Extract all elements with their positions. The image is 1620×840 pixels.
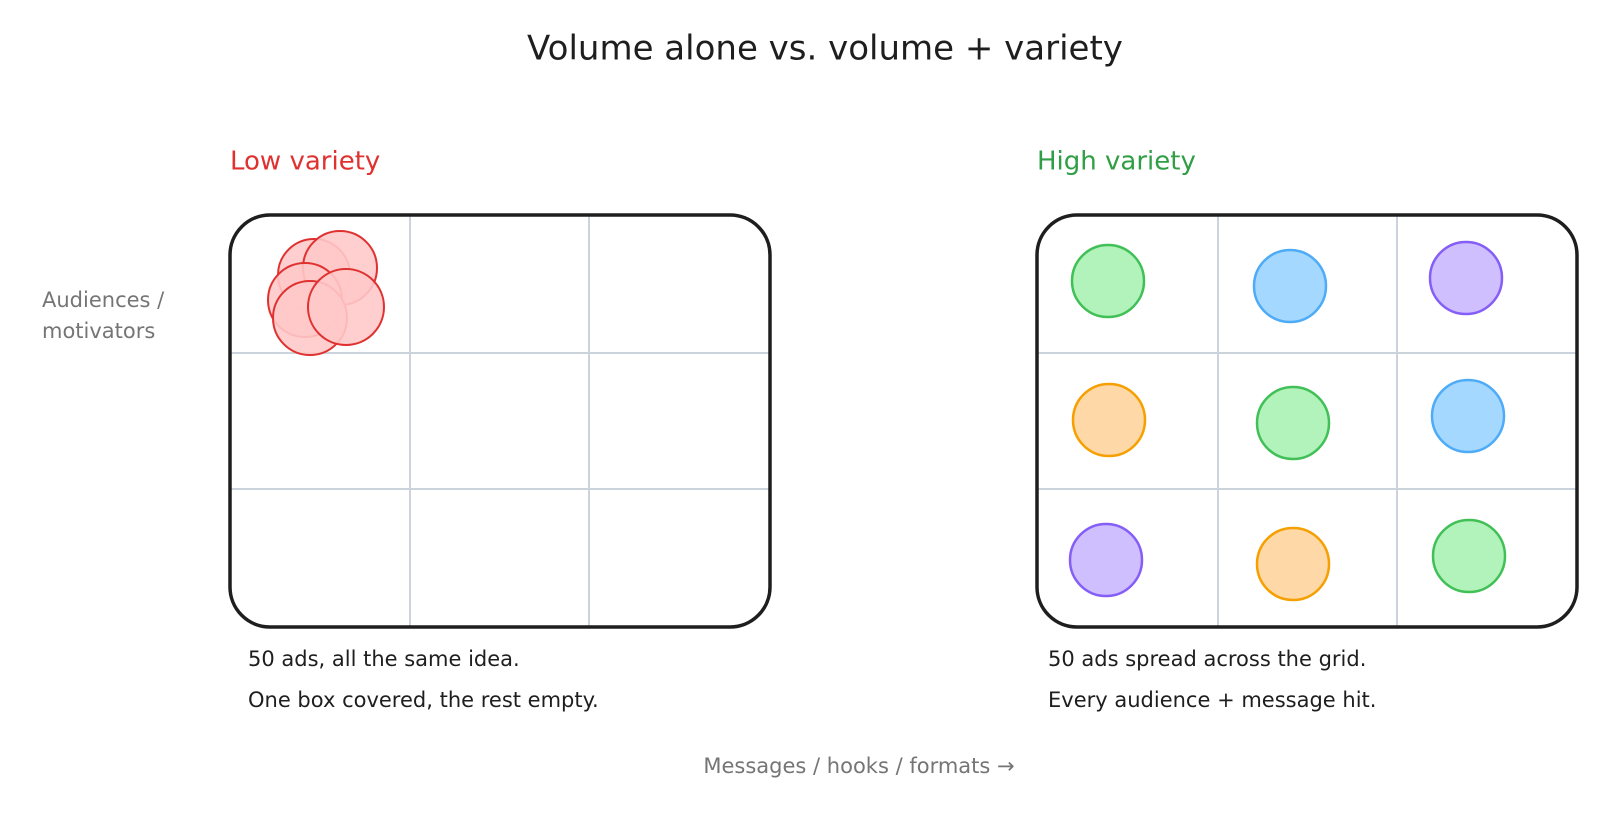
frame (228, 213, 772, 629)
caption: 50 ads, all the same idea. (248, 647, 520, 671)
caption: Every audience + message hit. (1048, 688, 1376, 712)
ad-circle (1255, 526, 1331, 602)
ad-circle (1070, 243, 1146, 319)
panel-label: High variety (1037, 147, 1196, 177)
caption: 50 ads spread across the grid. (1048, 647, 1366, 671)
ad-circle (1252, 248, 1328, 324)
ad-circle (307, 268, 385, 346)
ad-circle (1431, 518, 1507, 594)
grid (1035, 213, 1579, 629)
title: Volume alone vs. volume + variety (527, 29, 1123, 69)
frame (1035, 213, 1579, 629)
ad-circle (1068, 522, 1144, 598)
y-axis-label: Audiences / (42, 288, 165, 312)
caption: One box covered, the rest empty. (248, 688, 599, 712)
x-axis-label: Messages / hooks / formats → (703, 754, 1014, 778)
ad-circle (1255, 385, 1331, 461)
ad-cluster (267, 230, 385, 356)
ad-circle (1430, 378, 1506, 454)
y-axis-label: motivators (42, 319, 155, 343)
ad-circle (1071, 382, 1147, 458)
ad-circle (1428, 240, 1504, 316)
panel-label: Low variety (230, 147, 380, 177)
ad-grid (1068, 240, 1507, 602)
